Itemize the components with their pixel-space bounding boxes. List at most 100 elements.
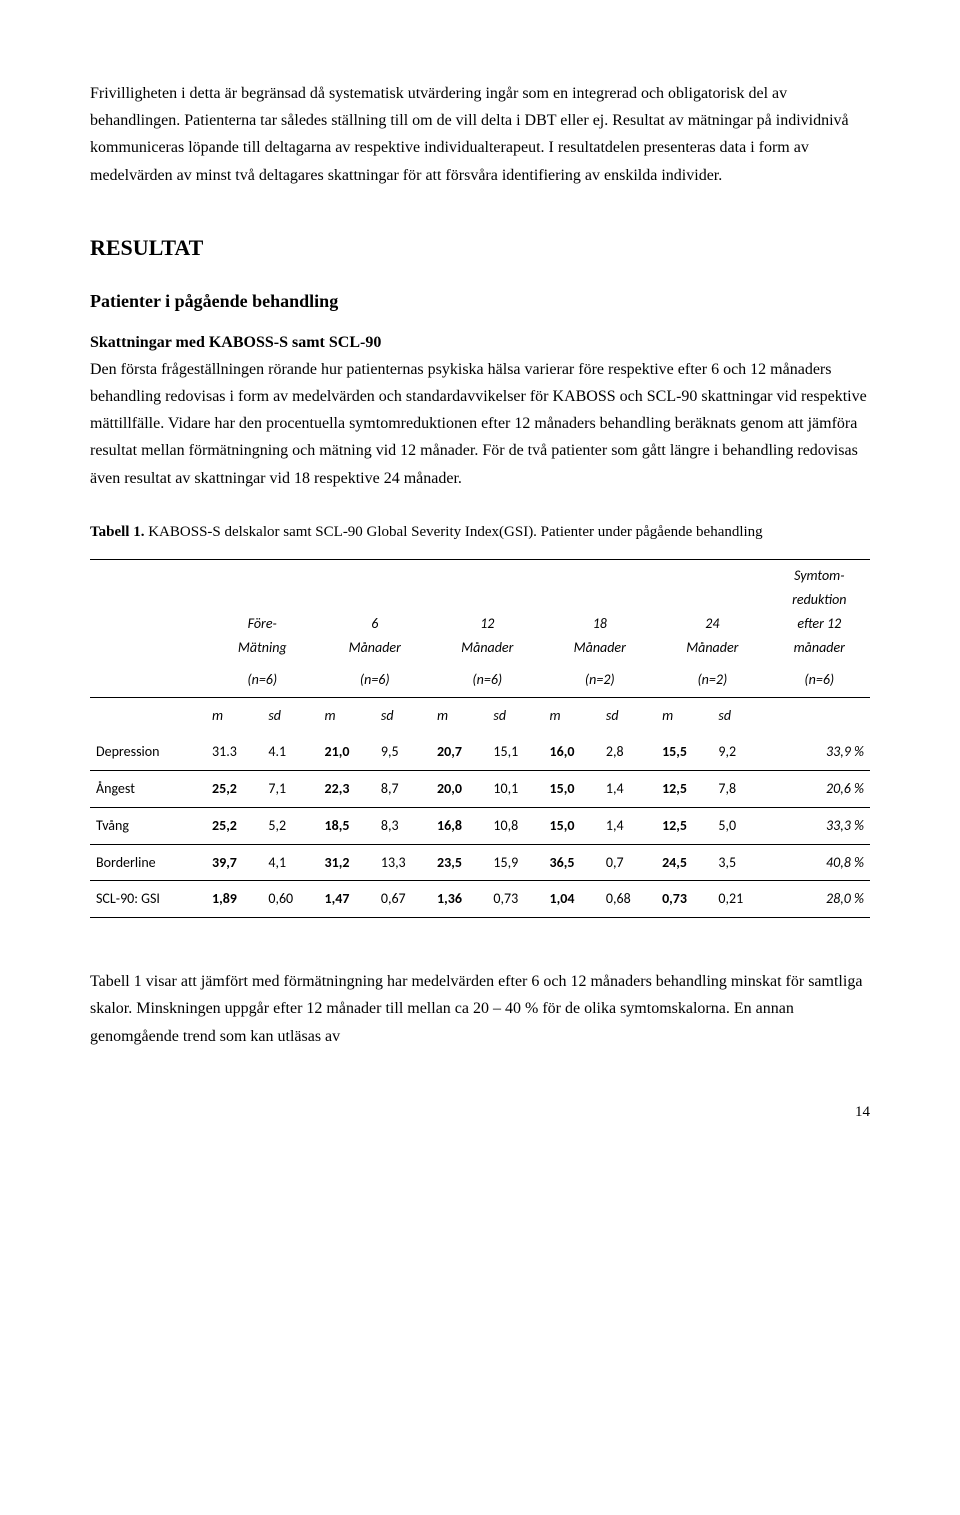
cell: 1,04 bbox=[544, 881, 600, 918]
cell: 3,5 bbox=[712, 844, 768, 881]
n-empty bbox=[90, 664, 206, 698]
cell: 12,5 bbox=[656, 770, 712, 807]
table-row: SCL-90: GSI1,890,601,470,671,360,731,040… bbox=[90, 881, 870, 918]
table-caption: Tabell 1. KABOSS-S delskalor samt SCL-90… bbox=[90, 520, 870, 546]
row-label: SCL-90: GSI bbox=[90, 881, 206, 918]
cell: 16,0 bbox=[544, 734, 600, 770]
section-heading-resultat: RESULTAT bbox=[90, 229, 870, 266]
msd-last bbox=[769, 698, 870, 734]
cell: 22,3 bbox=[319, 770, 375, 807]
msd-1: sd bbox=[262, 698, 318, 734]
cell: 1,36 bbox=[431, 881, 487, 918]
cell: 9,5 bbox=[375, 734, 431, 770]
th-empty bbox=[90, 560, 206, 664]
th-6: 6 Månader bbox=[319, 560, 432, 664]
cell: 31,2 bbox=[319, 844, 375, 881]
th-12b: Månader bbox=[461, 639, 513, 656]
cell: 10,8 bbox=[487, 807, 543, 844]
cell: 25,2 bbox=[206, 807, 262, 844]
cell: 2,8 bbox=[600, 734, 656, 770]
cell: 15,1 bbox=[487, 734, 543, 770]
th-red3: efter 12 bbox=[797, 615, 841, 632]
cell: 1,4 bbox=[600, 807, 656, 844]
cell: 31.3 bbox=[206, 734, 262, 770]
cell: 1,4 bbox=[600, 770, 656, 807]
msd-empty bbox=[90, 698, 206, 734]
table-row: Borderline39,74,131,213,323,515,936,50,7… bbox=[90, 844, 870, 881]
cell: 9,2 bbox=[712, 734, 768, 770]
cell: 1,47 bbox=[319, 881, 375, 918]
pct-cell: 40,8 % bbox=[769, 844, 870, 881]
intro-paragraph: Frivilligheten i detta är begränsad då s… bbox=[90, 80, 870, 189]
cell: 15,0 bbox=[544, 807, 600, 844]
cell: 15,5 bbox=[656, 734, 712, 770]
th-12: 12 Månader bbox=[431, 560, 544, 664]
pct-cell: 33,9 % bbox=[769, 734, 870, 770]
th-24a: 24 bbox=[705, 615, 719, 632]
cell: 16,8 bbox=[431, 807, 487, 844]
pct-cell: 33,3 % bbox=[769, 807, 870, 844]
cell: 13,3 bbox=[375, 844, 431, 881]
cell: 24,5 bbox=[656, 844, 712, 881]
msd-9: sd bbox=[712, 698, 768, 734]
table-row: Tvång25,25,218,58,316,810,815,01,412,55,… bbox=[90, 807, 870, 844]
n-2: (n=6) bbox=[431, 664, 544, 698]
msd-3: sd bbox=[375, 698, 431, 734]
msd-6: m bbox=[544, 698, 600, 734]
th-fore-2: Mätning bbox=[238, 639, 287, 656]
cell: 4,1 bbox=[262, 844, 318, 881]
cell: 0,7 bbox=[600, 844, 656, 881]
cell: 18,5 bbox=[319, 807, 375, 844]
subheading-patienter: Patienter i pågående behandling bbox=[90, 286, 870, 317]
cell: 15,0 bbox=[544, 770, 600, 807]
n-1: (n=6) bbox=[319, 664, 432, 698]
cell: 0,73 bbox=[656, 881, 712, 918]
cell: 1,89 bbox=[206, 881, 262, 918]
body-text-1: Den första frågeställningen rörande hur … bbox=[90, 361, 867, 487]
th-red4: månader bbox=[794, 639, 845, 656]
run-in-bold: Skattningar med KABOSS-S samt SCL-90 bbox=[90, 334, 381, 351]
cell: 20,7 bbox=[431, 734, 487, 770]
n-3: (n=2) bbox=[544, 664, 657, 698]
cell: 20,0 bbox=[431, 770, 487, 807]
cell: 5,2 bbox=[262, 807, 318, 844]
th-6b: Månader bbox=[349, 639, 401, 656]
table-caption-label: Tabell 1. bbox=[90, 524, 144, 540]
cell: 23,5 bbox=[431, 844, 487, 881]
th-18: 18 Månader bbox=[544, 560, 657, 664]
row-label: Borderline bbox=[90, 844, 206, 881]
cell: 15,9 bbox=[487, 844, 543, 881]
table-caption-text: KABOSS-S delskalor samt SCL-90 Global Se… bbox=[144, 524, 762, 540]
th-red1: Symtom- bbox=[794, 567, 844, 584]
msd-0: m bbox=[206, 698, 262, 734]
row-label: Depression bbox=[90, 734, 206, 770]
msd-4: m bbox=[431, 698, 487, 734]
th-18b: Månader bbox=[574, 639, 626, 656]
n-5: (n=6) bbox=[769, 664, 870, 698]
pct-cell: 20,6 % bbox=[769, 770, 870, 807]
cell: 7,1 bbox=[262, 770, 318, 807]
table-row: Depression31.34.121,09,520,715,116,02,81… bbox=[90, 734, 870, 770]
cell: 0,60 bbox=[262, 881, 318, 918]
cell: 39,7 bbox=[206, 844, 262, 881]
pct-cell: 28,0 % bbox=[769, 881, 870, 918]
cell: 12,5 bbox=[656, 807, 712, 844]
cell: 7,8 bbox=[712, 770, 768, 807]
th-6a: 6 bbox=[371, 615, 378, 632]
cell: 0,67 bbox=[375, 881, 431, 918]
n-0: (n=6) bbox=[206, 664, 319, 698]
results-table: Före- Mätning 6 Månader 12 Månader 18 Må… bbox=[90, 559, 870, 918]
row-label: Ångest bbox=[90, 770, 206, 807]
cell: 36,5 bbox=[544, 844, 600, 881]
n-4: (n=2) bbox=[656, 664, 769, 698]
cell: 8,3 bbox=[375, 807, 431, 844]
cell: 21,0 bbox=[319, 734, 375, 770]
th-red2: reduktion bbox=[792, 591, 846, 608]
cell: 0,68 bbox=[600, 881, 656, 918]
msd-2: m bbox=[319, 698, 375, 734]
cell: 0,73 bbox=[487, 881, 543, 918]
cell: 0,21 bbox=[712, 881, 768, 918]
body-paragraph-2: Tabell 1 visar att jämfört med förmätnin… bbox=[90, 968, 870, 1050]
th-fore: Före- Mätning bbox=[206, 560, 319, 664]
msd-7: sd bbox=[600, 698, 656, 734]
